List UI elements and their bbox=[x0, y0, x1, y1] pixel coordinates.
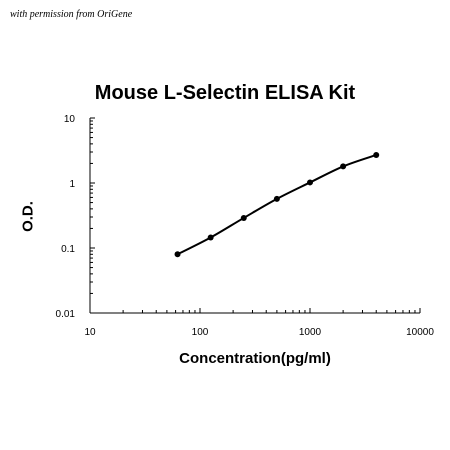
data-point bbox=[207, 234, 214, 241]
data-points bbox=[174, 151, 380, 258]
x-tick-label: 100 bbox=[192, 327, 209, 338]
chart-title: Mouse L-Selectin ELISA Kit bbox=[94, 82, 356, 104]
y-ticks: 0.01 0.1 1 10 bbox=[56, 114, 95, 320]
permission-credit: with permission from OriGene bbox=[10, 9, 133, 20]
x-tick-label: 10 bbox=[84, 327, 96, 338]
y-tick-label: 1 bbox=[69, 179, 75, 190]
data-point bbox=[174, 251, 181, 258]
data-point bbox=[340, 163, 347, 170]
x-tick-label: 1000 bbox=[299, 327, 322, 338]
x-ticks: 10 100 1000 10000 bbox=[84, 308, 434, 338]
y-tick-label: 0.1 bbox=[61, 244, 75, 255]
data-point bbox=[373, 151, 380, 158]
y-tick-label: 0.01 bbox=[56, 309, 76, 320]
data-point bbox=[307, 179, 313, 186]
x-axis-label: Concentration(pg/ml) bbox=[179, 350, 331, 367]
x-tick-label: 10000 bbox=[406, 327, 434, 338]
fit-curve bbox=[177, 154, 377, 256]
data-point bbox=[240, 214, 247, 221]
y-tick-label: 10 bbox=[64, 114, 76, 125]
data-point bbox=[273, 195, 280, 202]
